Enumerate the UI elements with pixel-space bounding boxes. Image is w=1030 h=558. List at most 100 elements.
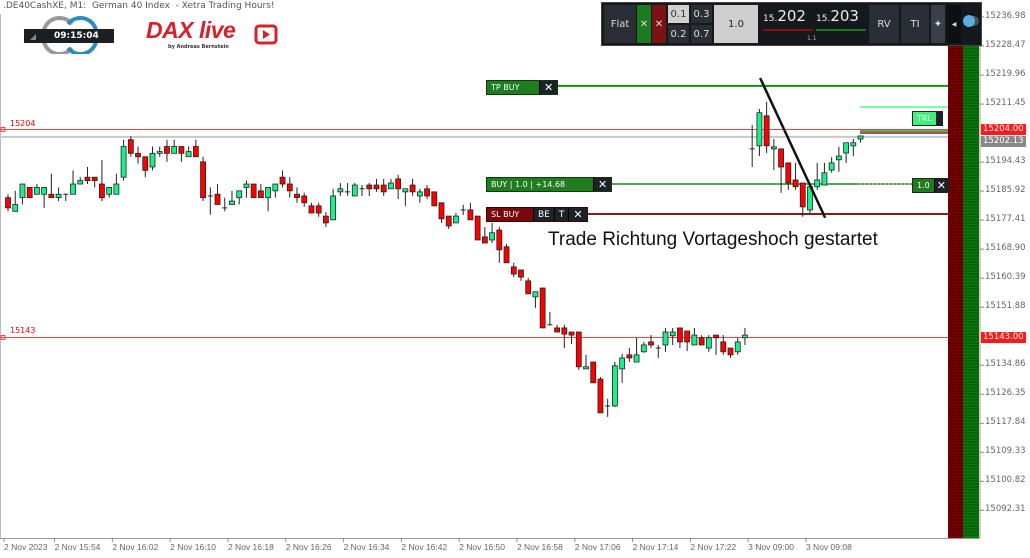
candle <box>70 170 76 195</box>
candle-body <box>294 193 300 199</box>
candle <box>416 188 423 203</box>
ti-button[interactable]: TI <box>901 5 929 43</box>
candle <box>705 335 712 352</box>
candle <box>424 185 430 200</box>
candle <box>785 162 792 190</box>
candle-body <box>34 187 40 195</box>
candle-body <box>727 347 734 356</box>
candle-body <box>402 188 409 193</box>
lot-size-input[interactable]: 1.0 <box>714 5 758 43</box>
candle-body <box>135 152 141 158</box>
candle <box>756 109 763 157</box>
candle <box>792 162 799 190</box>
candle-body <box>171 146 178 154</box>
ask-price[interactable]: 15.203 <box>816 7 866 31</box>
candle-body <box>532 291 539 298</box>
x-tick-label: 3 Nov 09:00 <box>748 542 795 552</box>
candle-body <box>496 229 503 251</box>
candle-body <box>243 183 250 188</box>
close-buy-button[interactable]: ✕ <box>637 5 651 43</box>
candle <box>453 213 459 224</box>
candle <box>99 160 105 202</box>
candle-body <box>510 266 517 275</box>
collapse-button[interactable]: ◀ <box>947 5 961 43</box>
candle-body <box>597 378 604 414</box>
candle-body <box>691 334 698 346</box>
close-position-button[interactable]: ✕ <box>593 178 612 191</box>
buy-position-box[interactable]: BUY | 1.0 | +14.68 ✕ <box>486 177 613 192</box>
candle <box>684 330 691 352</box>
candle <box>149 146 156 171</box>
position-size-box[interactable]: 1.0 ✕ <box>912 178 949 193</box>
lot-preset-0.3[interactable]: 0.3 <box>691 5 712 23</box>
candle <box>243 180 250 198</box>
break-even-button[interactable]: BE <box>533 208 554 221</box>
candle-body <box>489 232 495 241</box>
candle <box>91 176 98 188</box>
candle-body <box>835 155 842 161</box>
candle-body <box>156 151 163 154</box>
candle-body <box>26 187 33 199</box>
candle-body <box>453 215 459 224</box>
x-icon: ✕ <box>654 18 664 30</box>
candle <box>431 191 438 207</box>
close-sl-button[interactable]: ✕ <box>568 208 587 221</box>
close-tp-button[interactable]: ✕ <box>539 81 558 94</box>
y-tick-label: 15134.86 <box>985 359 1026 370</box>
candle <box>185 146 192 158</box>
candle <box>55 187 62 202</box>
candle <box>503 244 510 264</box>
candle <box>612 362 618 408</box>
candle-body <box>380 184 387 193</box>
candle <box>633 337 640 363</box>
toggle-switch[interactable] <box>963 15 979 27</box>
candle <box>106 187 113 198</box>
candle <box>330 188 337 221</box>
rv-button[interactable]: RV <box>869 5 899 43</box>
trl-box[interactable]: TRL <box>912 111 943 126</box>
candle-body <box>792 179 799 188</box>
candle-body <box>395 178 402 190</box>
candle <box>547 311 553 326</box>
level-label-15204: 15204 <box>10 119 36 128</box>
candle-body <box>713 334 719 339</box>
lot-preset-0.1[interactable]: 0.1 <box>668 5 689 23</box>
x-tick-label: 2 Nov 17:14 <box>632 542 679 552</box>
x-tick-label: 3 Nov 09:08 <box>805 542 852 552</box>
crosshair-button[interactable]: ✦ <box>931 5 945 43</box>
candle <box>322 211 329 227</box>
candle <box>626 348 633 363</box>
trailing-button[interactable]: T <box>553 208 569 221</box>
candle-body <box>185 151 192 158</box>
close-size-button[interactable]: ✕ <box>933 179 948 192</box>
candle-body <box>662 331 669 346</box>
candle-body <box>337 188 344 193</box>
lot-preset-0.7[interactable]: 0.7 <box>691 25 712 43</box>
clock-time: 09:15:04 <box>54 31 99 41</box>
candle <box>359 185 365 196</box>
candle <box>467 202 474 221</box>
candle <box>135 146 141 164</box>
candle <box>34 184 40 195</box>
candle <box>496 226 503 263</box>
candle-body <box>626 354 633 359</box>
candle <box>214 184 221 205</box>
order-flow-columns <box>948 44 979 538</box>
candle <box>48 173 55 199</box>
candle <box>171 139 178 154</box>
candle-body <box>322 215 329 224</box>
sl-buy-box[interactable]: SL BUY BE T ✕ <box>486 207 588 222</box>
candle <box>554 324 560 333</box>
candle <box>63 193 69 202</box>
candle-body <box>142 156 149 171</box>
y-tick-label: 15109.33 <box>985 446 1026 457</box>
tp-buy-box[interactable]: TP BUY ✕ <box>486 80 559 95</box>
flat-button[interactable]: Flat <box>604 5 636 43</box>
lot-preset-0.2[interactable]: 0.2 <box>668 25 689 43</box>
candle <box>583 354 589 370</box>
bid-price[interactable]: 15.202 <box>763 7 813 31</box>
close-sell-button[interactable]: ✕ <box>652 5 666 43</box>
candle <box>590 361 597 384</box>
y-tick-label: 15092.31 <box>985 504 1026 515</box>
candle-body <box>857 135 864 140</box>
